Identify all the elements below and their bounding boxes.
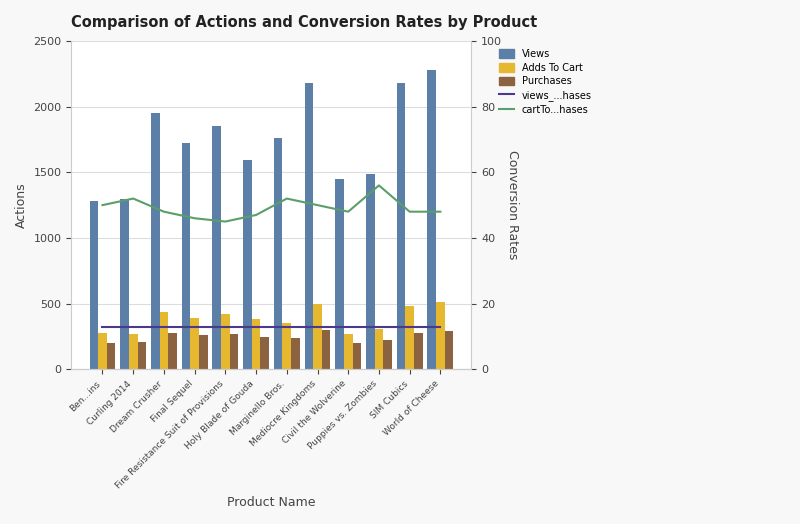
cartTo...hases	[374, 182, 384, 189]
Bar	[291, 338, 300, 369]
views_...hases	[435, 323, 445, 330]
cartTo...hases	[190, 215, 199, 222]
Bar	[129, 334, 138, 369]
Bar	[305, 83, 314, 369]
Bar	[230, 334, 238, 369]
views_...hases	[221, 323, 230, 330]
cartTo...hases	[98, 202, 107, 208]
views_...hases	[313, 323, 322, 330]
cartTo...hases	[159, 209, 169, 215]
Bar	[366, 173, 374, 369]
Bar	[199, 335, 207, 369]
cartTo...hases	[313, 202, 322, 208]
Bar	[397, 83, 406, 369]
cartTo...hases	[251, 212, 261, 218]
views_...hases	[190, 323, 199, 330]
Bar	[213, 126, 221, 369]
Bar	[353, 343, 361, 369]
views_...hases	[129, 323, 138, 330]
Bar	[243, 160, 252, 369]
Bar	[138, 342, 146, 369]
cartTo...hases	[221, 219, 230, 225]
Bar	[260, 336, 269, 369]
Bar	[98, 333, 106, 369]
cartTo...hases	[129, 195, 138, 202]
cartTo...hases	[282, 195, 291, 202]
Bar	[436, 302, 445, 369]
Y-axis label: Conversion Rates: Conversion Rates	[506, 150, 519, 260]
Bar	[182, 144, 190, 369]
Line: cartTo...hases: cartTo...hases	[102, 185, 440, 222]
Bar	[168, 333, 177, 369]
views_...hases	[343, 323, 353, 330]
Bar	[383, 341, 392, 369]
Bar	[282, 323, 291, 369]
Bar	[314, 304, 322, 369]
Bar	[120, 199, 129, 369]
Bar	[221, 314, 230, 369]
Bar	[106, 343, 115, 369]
Bar	[344, 334, 353, 369]
X-axis label: Product Name: Product Name	[227, 496, 316, 509]
Bar	[374, 329, 383, 369]
Bar	[445, 331, 454, 369]
Bar	[160, 312, 168, 369]
Y-axis label: Actions: Actions	[15, 182, 28, 228]
Legend: Views, Adds To Cart, Purchases, views_...hases, cartTo...hases: Views, Adds To Cart, Purchases, views_..…	[497, 46, 594, 118]
Bar	[427, 70, 436, 369]
views_...hases	[98, 323, 107, 330]
views_...hases	[374, 323, 384, 330]
Bar	[406, 307, 414, 369]
Bar	[90, 201, 98, 369]
Bar	[414, 333, 422, 369]
Bar	[322, 330, 330, 369]
Text: Comparison of Actions and Conversion Rates by Product: Comparison of Actions and Conversion Rat…	[71, 15, 538, 30]
views_...hases	[405, 323, 414, 330]
cartTo...hases	[343, 209, 353, 215]
Bar	[274, 138, 282, 369]
views_...hases	[251, 323, 261, 330]
cartTo...hases	[405, 209, 414, 215]
Bar	[151, 113, 160, 369]
Bar	[335, 179, 344, 369]
cartTo...hases	[435, 209, 445, 215]
Bar	[190, 318, 199, 369]
views_...hases	[159, 323, 169, 330]
views_...hases	[282, 323, 291, 330]
Bar	[252, 320, 260, 369]
